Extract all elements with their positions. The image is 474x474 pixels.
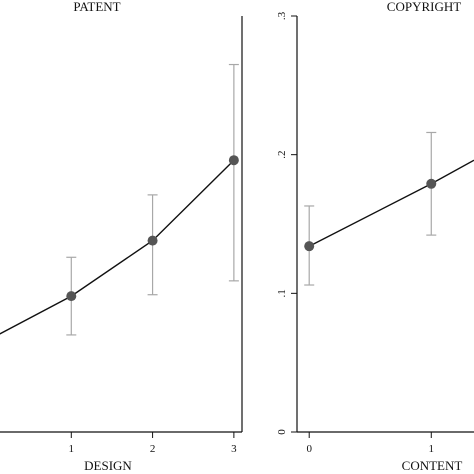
patent-plot-area [0,63,239,336]
copyright-y-ticks: 0 .1 .2 .3 [276,11,297,435]
patent-x-tick-label: 2 [150,443,156,455]
patent-data-point [66,291,77,302]
patent-panel: PATENT 1 2 3 DESIGN [0,0,243,473]
copyright-data-point [426,178,437,189]
patent-x-tick-label: 1 [69,443,75,455]
patent-x-ticks: 1 2 3 [69,432,237,455]
copyright-y-tick-label: .3 [276,11,288,20]
copyright-y-tick-label: 0 [276,429,288,435]
copyright-y-tick-label: .1 [276,289,288,297]
copyright-x-tick-label: 1 [429,443,435,455]
copyright-plot-area [304,131,474,286]
copyright-data-point [304,241,315,252]
patent-x-tick-label: 3 [231,443,237,455]
patent-x-axis-label: DESIGN [84,458,132,473]
patent-data-point [147,235,158,246]
patent-data-point [228,155,239,166]
patent-series-line [0,159,235,335]
copyright-x-tick-label: 0 [306,443,312,455]
copyright-title: COPYRIGHT [387,0,461,14]
copyright-x-axis-label: CONTENT [402,458,463,473]
patent-title: PATENT [73,0,120,14]
copyright-series-line [308,159,474,247]
copyright-y-tick-label: .2 [276,151,288,159]
